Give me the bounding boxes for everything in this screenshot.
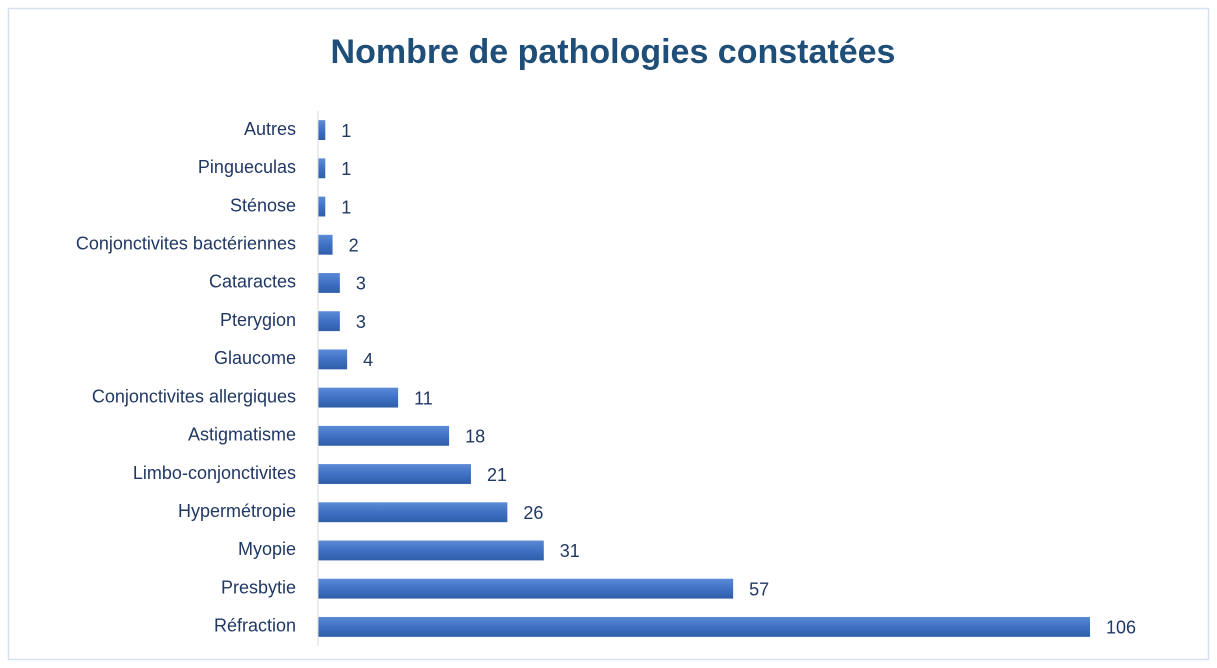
y-tick-label: Sténose (230, 195, 296, 215)
data-label: 4 (363, 350, 373, 370)
y-tick-label: Hypermétropie (178, 501, 296, 521)
y-tick-label: Autres (244, 119, 296, 139)
bar (318, 578, 734, 599)
data-label: 1 (341, 121, 351, 141)
data-label: 1 (341, 197, 351, 217)
y-tick-label: Myopie (238, 539, 296, 559)
bar (318, 425, 450, 446)
data-label: 11 (414, 388, 433, 408)
data-label: 57 (749, 579, 769, 599)
bar (318, 502, 508, 523)
y-tick-label: Cataractes (209, 272, 296, 292)
bar (318, 158, 326, 179)
y-tick-label: Limbo-conjonctivites (133, 463, 296, 483)
y-tick-label: Conjonctivites bactériennes (76, 234, 296, 254)
y-tick-label: Pterygion (220, 310, 296, 330)
y-tick-label: Astigmatisme (188, 425, 296, 445)
y-tick-label: Conjonctivites allergiques (92, 386, 296, 406)
bar (318, 196, 326, 217)
data-label: 2 (349, 236, 359, 256)
bar (318, 387, 399, 408)
data-label: 21 (487, 465, 507, 485)
bar (318, 616, 1091, 637)
y-tick-label: Pingueculas (198, 157, 296, 177)
data-label: 26 (523, 503, 543, 523)
bar (318, 540, 544, 561)
data-label: 18 (465, 427, 485, 447)
y-tick-label: Glaucome (214, 348, 296, 368)
bar (318, 273, 340, 293)
bar (318, 311, 340, 332)
data-label: 31 (560, 541, 580, 561)
bar (318, 234, 333, 255)
data-label: 1 (341, 159, 351, 179)
y-tick-label: Presbytie (221, 577, 296, 597)
bar (318, 464, 471, 484)
bar (318, 349, 348, 370)
chart-frame (7, 7, 1210, 661)
data-label: 3 (356, 312, 366, 332)
bar (318, 120, 326, 141)
data-label: 3 (356, 274, 366, 294)
y-tick-label: Réfraction (214, 616, 296, 636)
data-label: 106 (1106, 618, 1136, 638)
chart-title: Nombre de pathologies constatées (331, 33, 896, 71)
